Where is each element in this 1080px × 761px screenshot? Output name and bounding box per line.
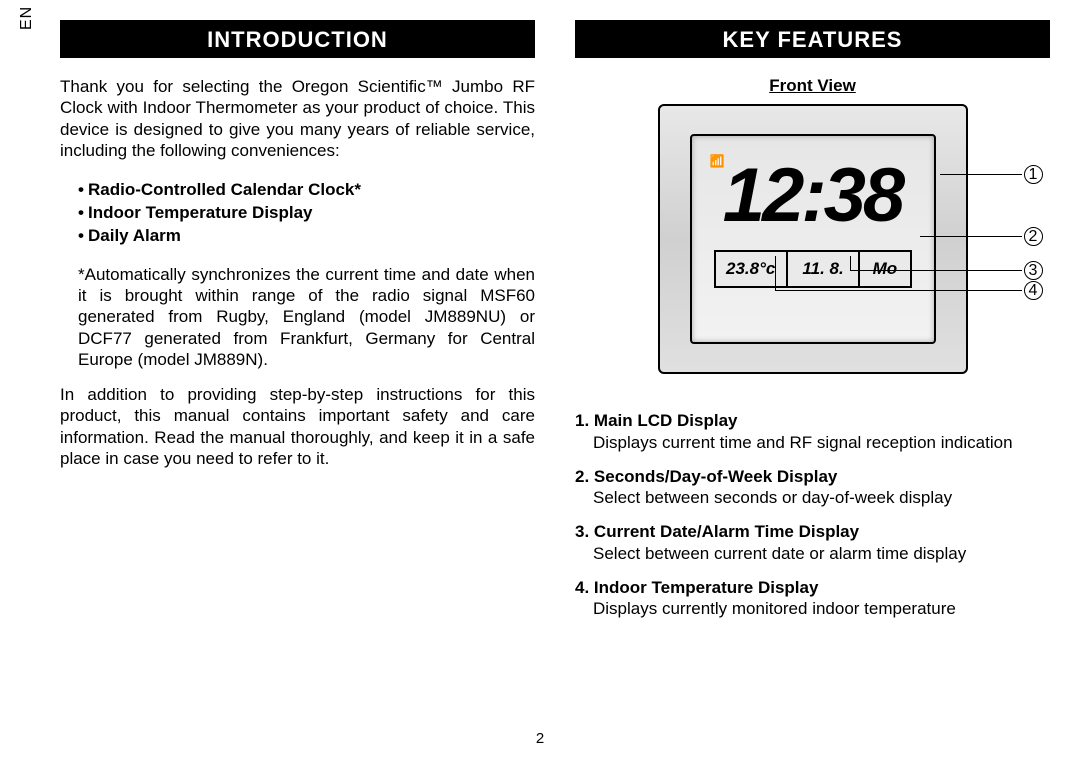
feature-text: Radio-Controlled Calendar Clock* xyxy=(88,180,361,199)
lcd-time-readout: 12:38 xyxy=(723,158,902,234)
key-features-list: 1. Main LCD Display Displays current tim… xyxy=(575,410,1050,620)
callout-line-1 xyxy=(940,174,1022,175)
kf-desc: Displays currently monitored indoor temp… xyxy=(593,599,956,618)
clock-diagram-container: 📶 12:38 23.8°c 11. 8. Mo xyxy=(575,104,1050,374)
kf-title-text: Main LCD Display xyxy=(594,411,738,430)
feature-item: •Daily Alarm xyxy=(78,225,535,248)
callout-line-2 xyxy=(920,236,1022,237)
feature-bullet-list: •Radio-Controlled Calendar Clock* •Indoo… xyxy=(78,179,535,248)
sub-cell-day: Mo xyxy=(860,252,909,286)
two-column-layout: INTRODUCTION Thank you for selecting the… xyxy=(60,20,1050,741)
callout-line-3 xyxy=(850,270,1022,271)
front-view-label: Front View xyxy=(575,76,1050,96)
kf-item-2: 2. Seconds/Day-of-Week Display Select be… xyxy=(593,466,1050,510)
callout-badge-1: 1 xyxy=(1024,165,1043,184)
language-tab: EN xyxy=(18,6,36,30)
callout-vline-4 xyxy=(775,256,776,290)
kf-num: 2. xyxy=(575,467,589,486)
key-features-heading: KEY FEATURES xyxy=(575,20,1050,58)
kf-num: 4. xyxy=(575,578,589,597)
callout-badge-3: 3 xyxy=(1024,261,1043,280)
sub-cell-temp: 23.8°c xyxy=(716,252,788,286)
kf-item-4: 4. Indoor Temperature Display Displays c… xyxy=(593,577,1050,621)
sub-lcd-row: 23.8°c 11. 8. Mo xyxy=(714,250,912,288)
main-lcd-region: 12:38 xyxy=(706,148,920,244)
callout-vline-3 xyxy=(850,256,851,270)
kf-item-3: 3. Current Date/Alarm Time Display Selec… xyxy=(593,521,1050,565)
kf-desc: Displays current time and RF signal rece… xyxy=(593,433,1013,452)
kf-title-text: Seconds/Day-of-Week Display xyxy=(594,467,837,486)
callout-line-4 xyxy=(775,290,1022,291)
callout-badge-2: 2 xyxy=(1024,227,1043,246)
sync-note: *Automatically synchronizes the current … xyxy=(78,264,535,370)
left-column: INTRODUCTION Thank you for selecting the… xyxy=(60,20,535,741)
intro-paragraph-1: Thank you for selecting the Oregon Scien… xyxy=(60,76,535,161)
feature-text: Daily Alarm xyxy=(88,226,181,245)
callout-badge-4: 4 xyxy=(1024,281,1043,300)
right-column: KEY FEATURES Front View 📶 12:38 23.8°c 1… xyxy=(575,20,1050,741)
feature-item: •Radio-Controlled Calendar Clock* xyxy=(78,179,535,202)
kf-desc: Select between seconds or day-of-week di… xyxy=(593,488,952,507)
clock-bezel: 📶 12:38 23.8°c 11. 8. Mo xyxy=(658,104,968,374)
callout-layer: 1 2 3 4 xyxy=(970,104,1060,374)
clock-lcd-panel: 📶 12:38 23.8°c 11. 8. Mo xyxy=(690,134,936,344)
introduction-heading: INTRODUCTION xyxy=(60,20,535,58)
manual-page: EN INTRODUCTION Thank you for selecting … xyxy=(0,0,1080,761)
feature-item: •Indoor Temperature Display xyxy=(78,202,535,225)
clock-diagram: 📶 12:38 23.8°c 11. 8. Mo xyxy=(658,104,968,374)
kf-item-1: 1. Main LCD Display Displays current tim… xyxy=(593,410,1050,454)
kf-num: 1. xyxy=(575,411,589,430)
intro-paragraph-2: In addition to providing step-by-step in… xyxy=(60,384,535,469)
kf-title-text: Indoor Temperature Display xyxy=(594,578,819,597)
kf-desc: Select between current date or alarm tim… xyxy=(593,544,966,563)
kf-title-text: Current Date/Alarm Time Display xyxy=(594,522,859,541)
kf-num: 3. xyxy=(575,522,589,541)
page-number: 2 xyxy=(0,730,1080,747)
feature-text: Indoor Temperature Display xyxy=(88,203,313,222)
